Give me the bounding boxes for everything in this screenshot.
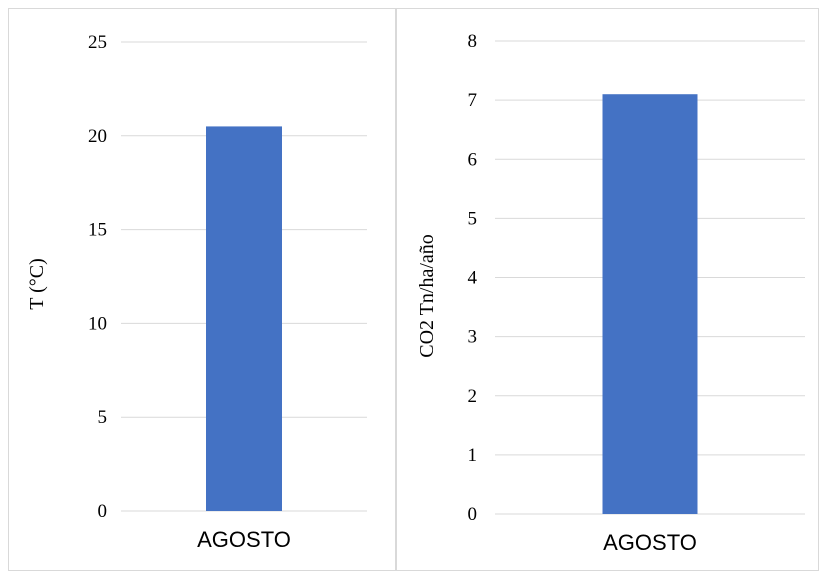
x-tick-label: AGOSTO <box>603 530 697 555</box>
y-tick-label: 0 <box>468 504 478 525</box>
y-tick-label: 3 <box>468 327 478 348</box>
x-tick-label: AGOSTO <box>197 527 291 552</box>
y-tick-label: 20 <box>88 126 107 147</box>
bar <box>206 126 282 512</box>
y-axis-label: CO2 Tn/ha/año <box>416 234 438 358</box>
y-tick-label: 1 <box>468 445 478 466</box>
y-tick-label: 10 <box>88 313 107 334</box>
y-tick-label: 5 <box>98 407 108 428</box>
chart-panel-co2: 0 1 2 3 4 5 6 7 8 AGOSTO CO2 Tn/ha/año <box>396 8 819 571</box>
co2-chart: 0 1 2 3 4 5 6 7 8 AGOSTO CO2 Tn/ha/año <box>416 31 805 555</box>
y-tick-label: 15 <box>88 220 107 241</box>
y-tick-label: 2 <box>468 386 478 407</box>
y-axis-label: T (°C) <box>26 258 48 310</box>
chart-panel-temperature: 0 5 10 15 20 25 AGOSTO T (°C) <box>8 8 396 571</box>
bar <box>602 94 698 515</box>
y-tick-label: 5 <box>468 208 478 229</box>
y-tick-label: 25 <box>88 32 107 53</box>
y-tick-label: 8 <box>468 31 478 52</box>
y-tick-label: 0 <box>98 501 108 522</box>
y-tick-label: 6 <box>468 149 478 170</box>
y-tick-label: 7 <box>468 90 478 111</box>
y-tick-label: 4 <box>468 268 478 289</box>
temperature-chart: 0 5 10 15 20 25 AGOSTO T (°C) <box>26 32 367 552</box>
